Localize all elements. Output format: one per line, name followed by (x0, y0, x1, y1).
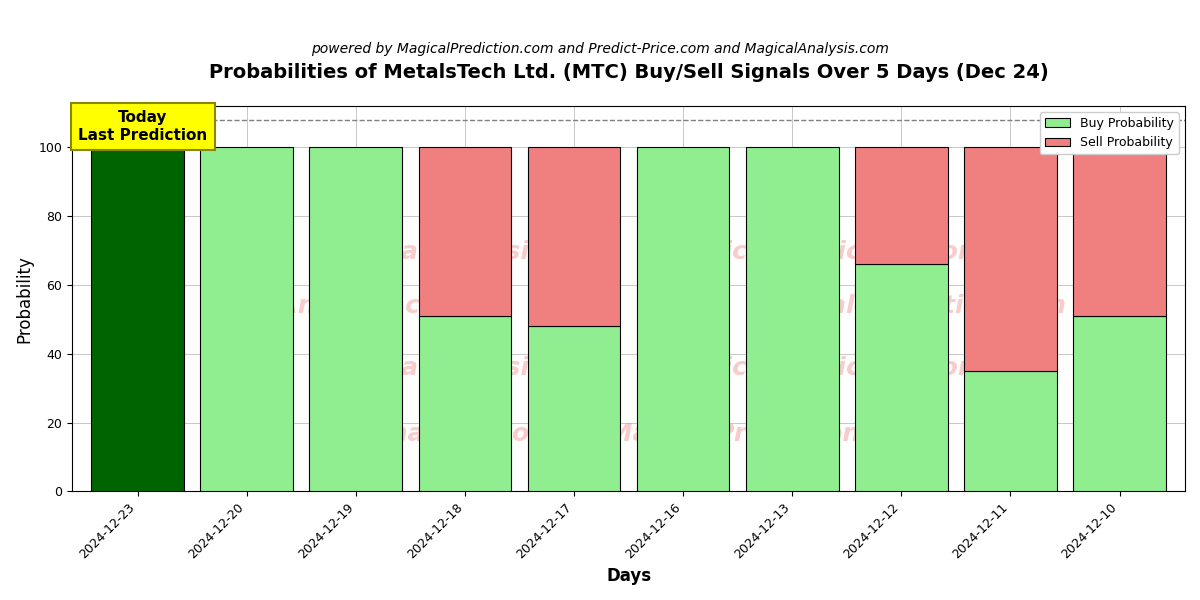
Text: Today
Last Prediction: Today Last Prediction (78, 110, 208, 143)
X-axis label: Days: Days (606, 567, 652, 585)
Y-axis label: Probability: Probability (16, 254, 34, 343)
Bar (1073, 316, 1166, 491)
Bar (854, 264, 948, 491)
Bar (419, 147, 511, 316)
Text: calAnalysis.com      MagicalPrediction.com: calAnalysis.com MagicalPrediction.com (330, 422, 928, 446)
Bar (528, 326, 620, 491)
Bar (746, 147, 839, 491)
Text: MagicalAnalysis.com      MagicalPrediction.com: MagicalAnalysis.com MagicalPrediction.co… (318, 356, 984, 380)
Text: calAnalysis.com: calAnalysis.com (238, 295, 463, 319)
Bar (91, 147, 184, 491)
Bar (528, 147, 620, 326)
Bar (637, 147, 730, 491)
Legend: Buy Probability, Sell Probability: Buy Probability, Sell Probability (1040, 112, 1178, 154)
Text: powered by MagicalPrediction.com and Predict-Price.com and MagicalAnalysis.com: powered by MagicalPrediction.com and Pre… (311, 42, 889, 56)
Bar (854, 147, 948, 264)
Text: MagicalPrediction.com: MagicalPrediction.com (746, 295, 1067, 319)
Title: Probabilities of MetalsTech Ltd. (MTC) Buy/Sell Signals Over 5 Days (Dec 24): Probabilities of MetalsTech Ltd. (MTC) B… (209, 63, 1049, 82)
Bar (1073, 147, 1166, 316)
Bar (964, 147, 1057, 371)
Bar (310, 147, 402, 491)
Bar (200, 147, 293, 491)
Bar (419, 316, 511, 491)
Text: MagicalAnalysis.com      MagicalPrediction.com: MagicalAnalysis.com MagicalPrediction.co… (318, 241, 984, 265)
Bar (964, 371, 1057, 491)
